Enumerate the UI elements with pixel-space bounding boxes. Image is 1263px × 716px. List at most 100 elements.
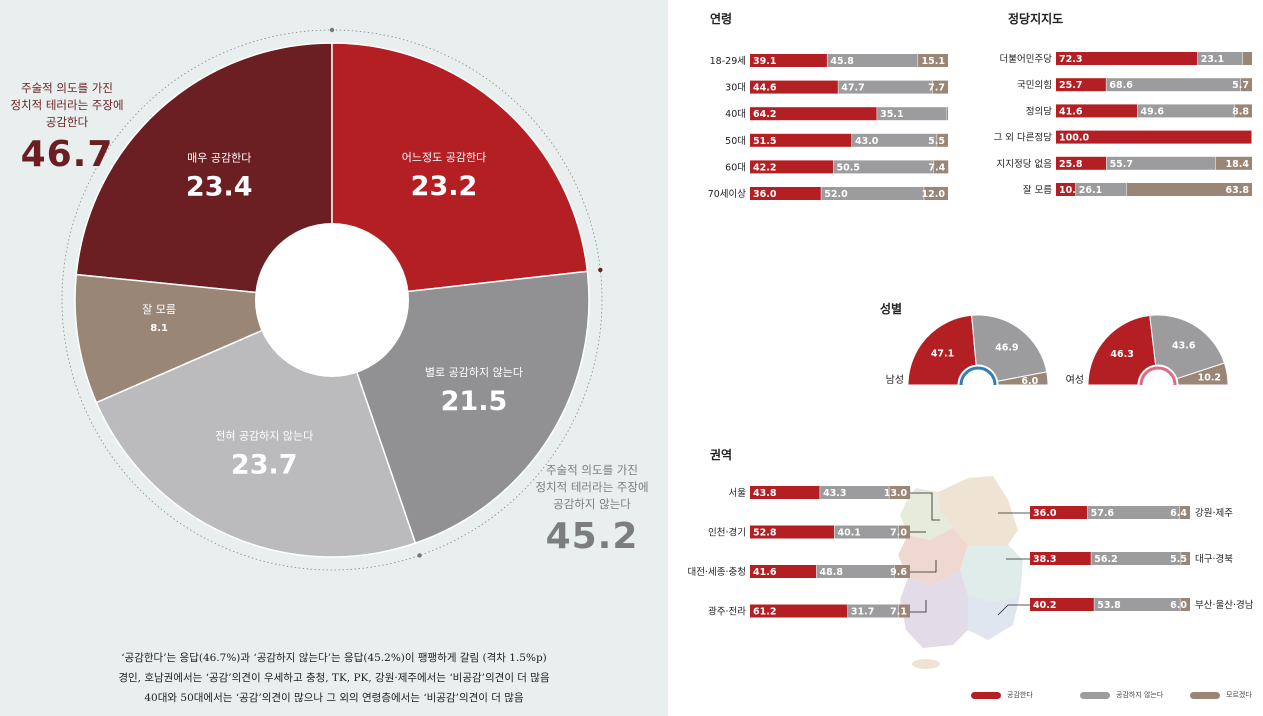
gender-ring: [1139, 366, 1177, 386]
bar-segment: [932, 80, 948, 94]
bar-category-label: 그 외 다른정당: [994, 132, 1053, 144]
bar-value: 43.3: [823, 488, 846, 499]
connector-gyeongnam: [997, 604, 1030, 616]
bar-category-label: 50대: [725, 136, 746, 147]
bar-segment: [1087, 506, 1180, 519]
bar-value: 5.5: [1170, 554, 1187, 565]
summary-notes: ‘공감한다’는 응답(46.7%)과 ‘공감하지 않는다’는 응답(45.2%)…: [0, 648, 668, 708]
bar-value: 38.3: [1033, 554, 1056, 565]
age-section-title: 연령: [710, 12, 733, 26]
legend-unknown: 모르겠다: [1190, 690, 1252, 700]
bar-value: 6.0: [1170, 600, 1187, 611]
note-line: 경인, 호남권에서는 ‘공감’의견이 우세하고 충청, TK, PK, 강원·제…: [118, 672, 550, 684]
ring-marker: [329, 27, 335, 33]
bar-value: 61.2: [753, 607, 776, 618]
bar-divider: [917, 54, 919, 67]
bar-category-label: 60대: [725, 162, 746, 173]
bar-segment: [838, 80, 933, 94]
bar-category-label: 부산·울산·경남: [1195, 599, 1254, 611]
bar-divider: [833, 525, 835, 539]
bar-segment: [833, 160, 934, 174]
bar-segment: [937, 133, 948, 147]
map-connectors: [910, 492, 1030, 616]
overall-panel: 매우 공감한다 23.4 어느정도 공감한다 23.2 별로 공감하지 않는다 21.5 전…: [0, 0, 668, 716]
bar-category-label: 지지정당 없음: [997, 158, 1053, 170]
gender-value: 46.3: [1110, 349, 1133, 360]
bar-segment: [933, 160, 949, 174]
agree-summary-line: 정치적 테러라는 주장에: [10, 98, 124, 112]
bar-value: 7.0: [890, 528, 907, 539]
agree-summary-line: 공감한다: [45, 115, 89, 129]
bar-segment: [750, 80, 839, 94]
region-section-title: 권역: [710, 448, 733, 462]
legend-unknown-label: 모르겠다: [1226, 691, 1252, 699]
party-section-title: 정당지지도: [1008, 12, 1064, 26]
bar-value: 42.2: [753, 162, 776, 173]
bar-value: 43.8: [753, 488, 777, 499]
map-region-jeolla: [900, 570, 968, 648]
bar-segment: [1091, 552, 1182, 565]
bar-value: 9.6: [890, 567, 907, 578]
donut-slice-value: 21.5: [441, 386, 508, 417]
ring-marker: [598, 267, 603, 273]
bar-segment: [946, 107, 948, 121]
bar-segment: [1030, 598, 1095, 611]
disagree-summary-line: 정치적 테러라는 주장에: [535, 480, 649, 494]
note-line: 40대와 50대에서는 ‘공감’의견이 많으나 그 외의 연령층에서는 ‘비공감…: [144, 692, 524, 704]
bar-category-label: 서울: [729, 488, 747, 499]
bar-value: 36.0: [753, 189, 777, 200]
bar-category-label: 국민의힘: [1017, 80, 1052, 91]
gender-value: 10.2: [1198, 373, 1221, 384]
bar-segment: [750, 486, 821, 499]
bar-value: 15.1: [922, 56, 945, 67]
overall-donut-chart: 매우 공감한다 23.4 어느정도 공감한다 23.2 별로 공감하지 않는다 21.5 전…: [61, 27, 603, 571]
bar-value: 5.5: [928, 136, 945, 147]
bar-value: 6.4: [1170, 508, 1187, 519]
bar-segment: [816, 565, 895, 578]
legend-disagree: 공감하지 않는다: [1080, 690, 1163, 700]
bar-category-label: 40대: [725, 109, 746, 120]
bar-segment: [1056, 130, 1252, 144]
disagree-summary-line: 주술적 의도를 가진: [546, 463, 638, 477]
bar-segment: [750, 160, 834, 174]
bar-segment: [750, 187, 822, 200]
donut-slice-label: 잘 모름: [142, 303, 176, 316]
bar-segment: [894, 565, 910, 578]
bar-category-label: 잘 모름: [1023, 184, 1052, 196]
bar-segment: [1056, 183, 1076, 196]
disagree-summary: 주술적 의도를 가진 정치적 테러라는 주장에 공감하지 않는다 45.2: [526, 462, 658, 557]
bar-category-label: 대구·경북: [1195, 553, 1233, 565]
bar-divider: [1251, 130, 1253, 144]
bar-value: 40.1: [837, 528, 860, 539]
bar-value: 40.2: [1033, 600, 1056, 611]
bar-category-label: 정의당: [1026, 106, 1052, 117]
bar-divider: [876, 107, 878, 121]
bar-divider: [837, 80, 839, 94]
bar-value: 47.7: [841, 83, 864, 94]
bar-segment: [1094, 598, 1181, 611]
bar-value: 72.3: [1059, 54, 1082, 65]
bar-segment: [1056, 156, 1107, 170]
bar-segment: [877, 107, 947, 121]
bar-value: 25.8: [1059, 159, 1083, 170]
bar-value: 7.7: [928, 83, 945, 94]
bar-segment: [898, 604, 910, 618]
map-region-gyeongbuk: [960, 545, 1023, 602]
donut-slice: [75, 42, 333, 301]
map-region-gangwon: [938, 476, 1018, 545]
bar-category-label: 더불어민주당: [1000, 54, 1053, 65]
bar-category-label: 인천·경기: [708, 527, 746, 539]
bar-value: 64.2: [753, 109, 776, 120]
donut-slice-value: 23.7: [231, 450, 298, 481]
bar-value: 8.8: [1232, 106, 1249, 117]
bar-segment: [889, 486, 911, 499]
bar-divider: [1180, 552, 1182, 565]
gender-value: 47.1: [931, 349, 954, 360]
map-region-chungcheong: [898, 528, 968, 585]
bar-value: 31.7: [851, 607, 874, 618]
bar-category-label: 18-29세: [710, 56, 746, 67]
bar-value: 53.8: [1097, 600, 1121, 611]
donut-slice-value: 8.1: [150, 323, 168, 334]
bar-segment: [1056, 52, 1198, 65]
bar-segment: [750, 565, 817, 578]
